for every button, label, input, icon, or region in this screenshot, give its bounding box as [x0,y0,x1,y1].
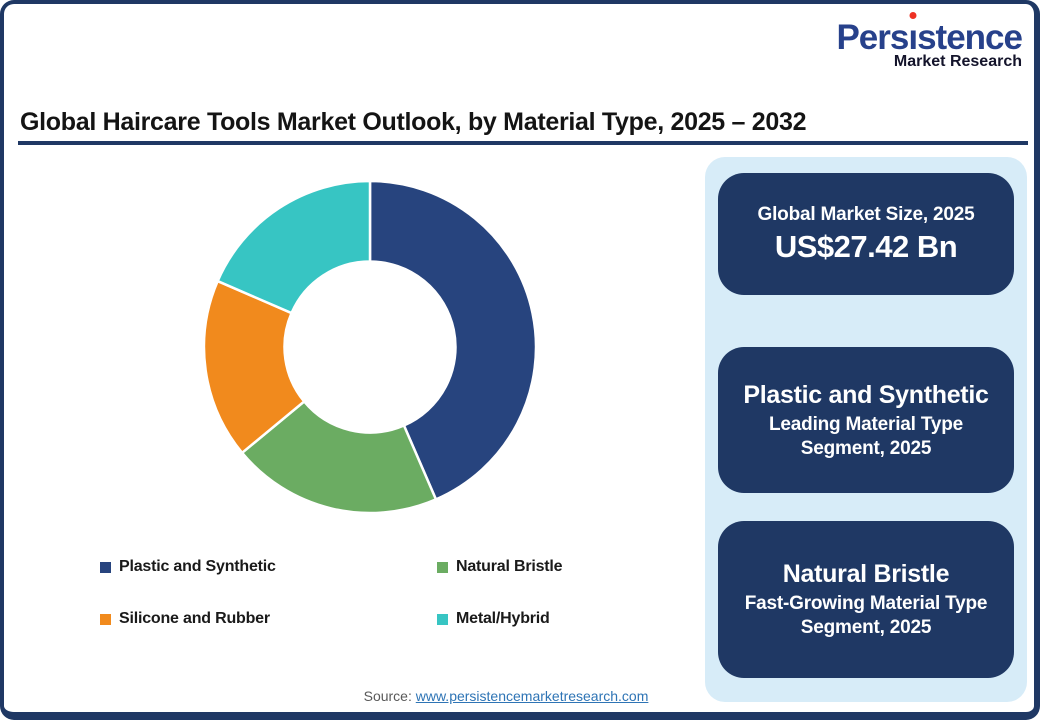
donut-chart-container [200,177,540,517]
title-underline [18,141,1028,145]
page-title: Global Haircare Tools Market Outlook, by… [20,108,807,136]
logo-dot-icon [909,12,917,19]
donut-chart [202,179,538,515]
legend-label: Silicone and Rubber [119,610,270,627]
logo-name: Persı stence [836,12,1023,57]
fast-growing-segment-subtitle: Fast-Growing Material Type Segment, 2025 [744,593,988,638]
fast-growing-segment-card: Natural Bristle Fast-Growing Material Ty… [718,521,1014,678]
market-size-card: Global Market Size, 2025 US$27.42 Bn [718,173,1014,295]
logo-i-letter: ı [908,12,918,57]
info-panel: Global Market Size, 2025 US$27.42 Bn Pla… [705,157,1027,702]
donut-segment-metal-hybrid [216,179,372,315]
chart-legend: Plastic and Synthetic Natural Bristle Si… [100,558,640,628]
legend-item-silicone-and-rubber: Silicone and Rubber [100,610,437,628]
legend-swatch-icon [100,561,111,573]
fast-growing-segment-title: Natural Bristle [782,560,950,589]
legend-item-metal-hybrid: Metal/Hybrid [437,610,640,628]
legend-item-natural-bristle: Natural Bristle [437,558,640,576]
donut-segment-plastic-and-synthetic [368,179,538,501]
legend-swatch-icon [437,613,448,625]
logo-subtitle: Market Research [893,53,1022,70]
legend-label: Natural Bristle [456,558,563,575]
legend-label: Plastic and Synthetic [119,558,276,575]
donut-segment-silicone-and-rubber [202,279,306,455]
leading-segment-title: Plastic and Synthetic [743,380,989,409]
market-size-value: US$27.42 Bn [774,228,958,264]
legend-swatch-icon [437,561,448,573]
legend-item-plastic-and-synthetic: Plastic and Synthetic [100,558,437,576]
leading-segment-card: Plastic and Synthetic Leading Material T… [718,347,1014,493]
market-size-heading: Global Market Size, 2025 [757,203,975,225]
source-note: Source: www.persistencemarketresearch.co… [0,688,1012,704]
source-link[interactable]: www.persistencemarketresearch.com [415,688,649,704]
source-label: Source: [363,688,412,704]
leading-segment-subtitle: Leading Material Type Segment, 2025 [769,413,963,459]
legend-swatch-icon [100,613,111,625]
donut-segment-natural-bristle [240,400,438,515]
logo: Persı stence Market Research [836,12,1023,71]
legend-label: Metal/Hybrid [456,610,550,627]
